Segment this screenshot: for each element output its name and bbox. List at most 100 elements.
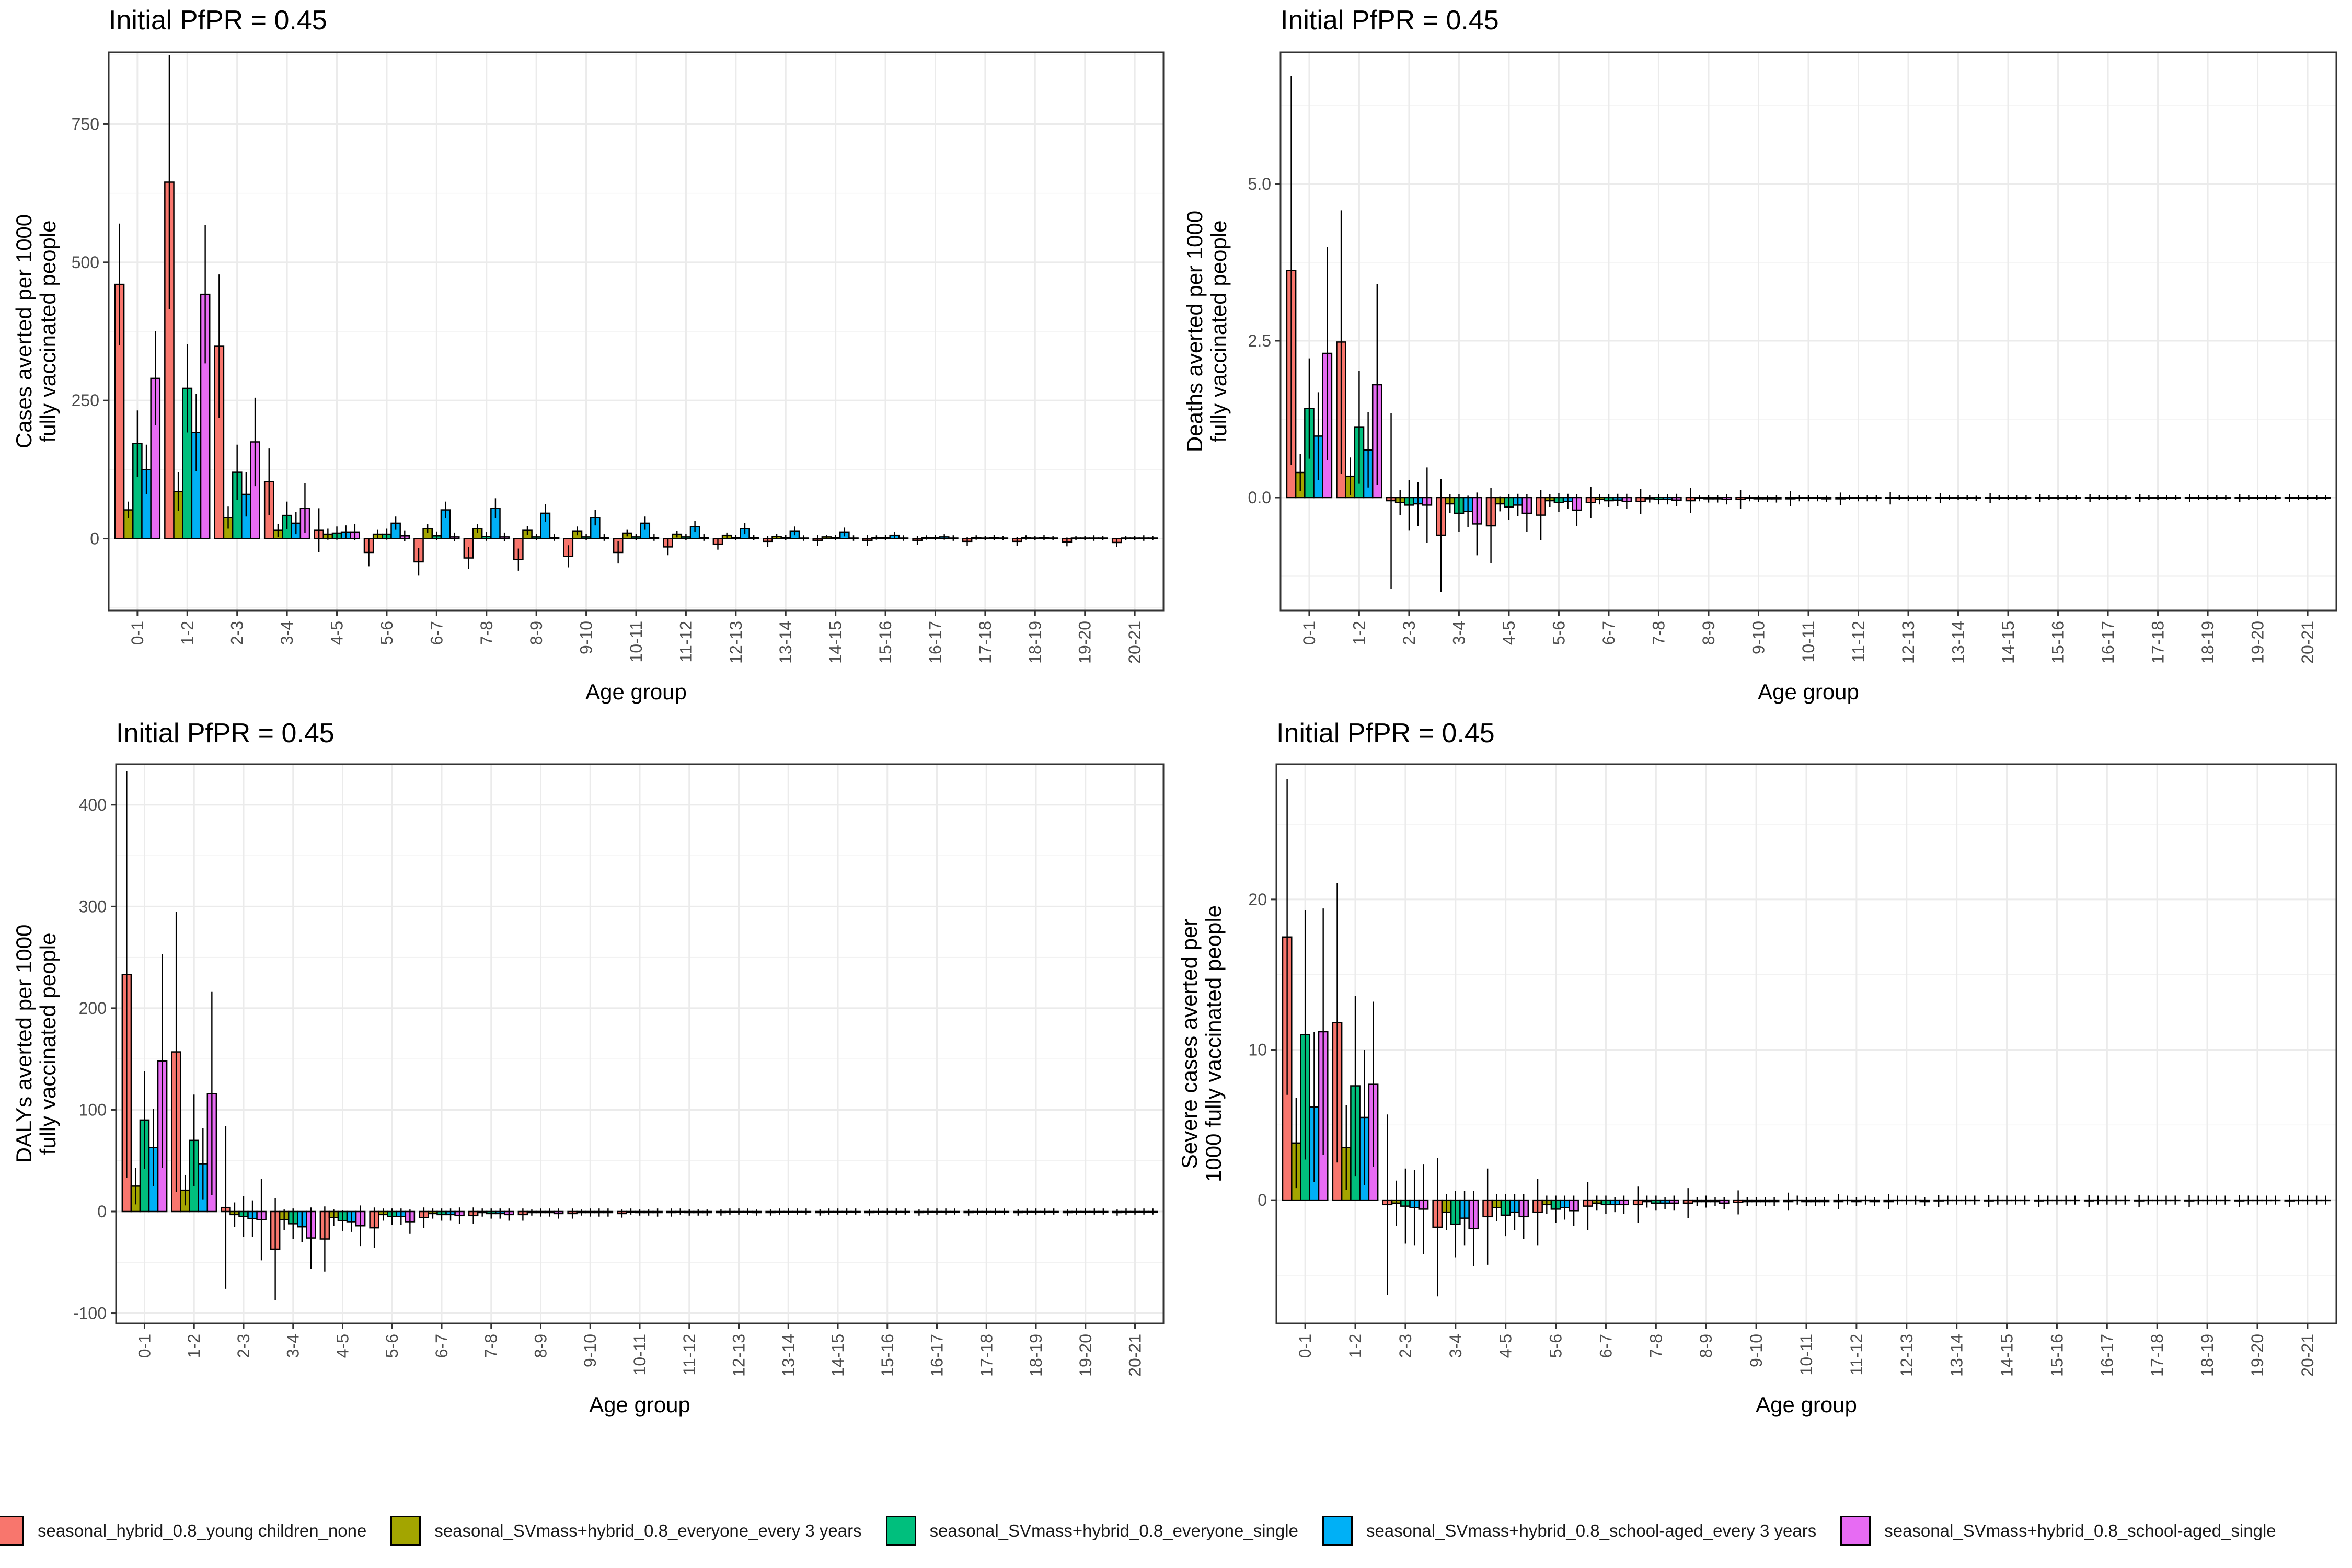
x-tick-label: 2-3 bbox=[234, 1334, 253, 1358]
y-tick-label: 10 bbox=[1248, 1041, 1267, 1059]
x-axis-title: Age group bbox=[589, 1392, 690, 1417]
x-tick-label: 12-13 bbox=[730, 1334, 748, 1377]
x-tick-label: 19-20 bbox=[1076, 1334, 1095, 1377]
x-tick-label: 0-1 bbox=[135, 1334, 154, 1358]
x-tick-label: 16-17 bbox=[2099, 621, 2117, 664]
x-tick-label: 11-12 bbox=[680, 1334, 699, 1375]
legend-key bbox=[0, 1516, 24, 1546]
x-tick-label: 1-2 bbox=[178, 621, 197, 645]
x-tick-label: 16-17 bbox=[926, 621, 944, 664]
chart-title: Initial PfPR = 0.45 bbox=[1276, 718, 1495, 748]
x-tick-label: 1-2 bbox=[185, 1334, 203, 1358]
y-tick-label: 100 bbox=[79, 1100, 107, 1119]
x-tick-label: 7-8 bbox=[482, 1334, 501, 1358]
legend-item: seasonal_SVmass+hybrid_0.8_school-aged_e… bbox=[1322, 1516, 1816, 1546]
x-tick-label: 17-18 bbox=[977, 1334, 996, 1377]
x-tick-label: 14-15 bbox=[826, 621, 845, 664]
y-tick-label: 300 bbox=[79, 897, 107, 916]
x-tick-label: 2-3 bbox=[1400, 621, 1419, 645]
x-tick-label: 18-19 bbox=[2198, 1334, 2217, 1377]
x-tick-label: 6-7 bbox=[1599, 621, 1618, 645]
legend-item: seasonal_hybrid_0.8_young children_none bbox=[0, 1516, 366, 1546]
x-tick-label: 5-6 bbox=[1547, 1334, 1565, 1358]
chart-panel: -100 0 100 200 300 400 0-1 1-2 2-3 3-4 4-5 5-6 6-7 7-… bbox=[11, 718, 1165, 1417]
legend-label: seasonal_SVmass+hybrid_0.8_everyone_sing… bbox=[929, 1521, 1298, 1540]
x-tick-label: 9-10 bbox=[1749, 621, 1768, 654]
x-tick-label: 20-21 bbox=[2298, 1334, 2317, 1377]
x-axis-title: Age group bbox=[1758, 679, 1859, 704]
y-axis-title-line: fully vaccinated people bbox=[1206, 221, 1231, 443]
x-axis-title: Age group bbox=[1756, 1392, 1857, 1417]
y-tick-label: 0 bbox=[97, 1202, 107, 1221]
y-tick-label: 2.5 bbox=[1248, 331, 1271, 350]
x-tick-label: 11-12 bbox=[676, 621, 695, 662]
x-tick-label: 4-5 bbox=[1496, 1334, 1515, 1358]
legend: seasonal_hybrid_0.8_young children_none … bbox=[0, 1516, 2352, 1563]
y-axis-title-line: fully vaccinated people bbox=[36, 221, 60, 443]
x-tick-label: 13-14 bbox=[1949, 621, 1968, 664]
x-tick-label: 12-13 bbox=[1899, 621, 1918, 664]
y-tick-label: 400 bbox=[79, 795, 107, 814]
y-axis-title: Cases averted per 1000fully vaccinated p… bbox=[11, 214, 60, 448]
legend-key bbox=[390, 1516, 421, 1546]
x-tick-label: 1-2 bbox=[1350, 621, 1368, 645]
x-tick-label: 10-11 bbox=[630, 1334, 649, 1375]
x-tick-label: 0-1 bbox=[1300, 621, 1319, 645]
x-tick-label: 7-8 bbox=[1646, 1334, 1665, 1358]
y-axis-title-line: Cases averted per 1000 bbox=[11, 214, 36, 448]
y-tick-label: 20 bbox=[1248, 890, 1267, 909]
x-tick-label: 13-14 bbox=[1947, 1334, 1966, 1377]
x-tick-label: 8-9 bbox=[1697, 1334, 1715, 1358]
legend-key bbox=[1840, 1516, 1871, 1546]
x-tick-label: 11-12 bbox=[1847, 1334, 1866, 1375]
x-tick-label: 18-19 bbox=[2198, 621, 2217, 664]
x-tick-label: 6-7 bbox=[432, 1334, 451, 1358]
x-tick-label: 18-19 bbox=[1025, 621, 1044, 664]
y-tick-label: -100 bbox=[73, 1304, 107, 1323]
x-tick-label: 15-16 bbox=[878, 1334, 897, 1377]
x-tick-label: 4-5 bbox=[1500, 621, 1518, 645]
x-tick-label: 3-4 bbox=[278, 621, 296, 645]
legend-item: seasonal_SVmass+hybrid_0.8_everyone_ever… bbox=[390, 1516, 862, 1546]
x-tick-label: 9-10 bbox=[581, 1334, 599, 1367]
x-tick-label: 2-3 bbox=[228, 621, 247, 645]
x-tick-label: 3-4 bbox=[1446, 1334, 1465, 1358]
legend-key bbox=[1322, 1516, 1353, 1546]
x-tick-label: 17-18 bbox=[976, 621, 995, 664]
x-tick-label: 10-11 bbox=[1799, 621, 1818, 662]
x-tick-label: 16-17 bbox=[2097, 1334, 2116, 1377]
x-tick-label: 0-1 bbox=[1296, 1334, 1315, 1358]
y-axis-title-line: fully vaccinated people bbox=[36, 933, 60, 1155]
x-tick-label: 15-16 bbox=[2047, 1334, 2066, 1377]
x-tick-label: 4-5 bbox=[333, 1334, 352, 1358]
y-axis-title: Deaths averted per 1000fully vaccinated … bbox=[1182, 211, 1231, 452]
x-tick-label: 4-5 bbox=[328, 621, 347, 645]
y-axis-title-line: Deaths averted per 1000 bbox=[1182, 211, 1207, 452]
x-tick-label: 12-13 bbox=[727, 621, 745, 664]
x-tick-label: 14-15 bbox=[828, 1334, 847, 1377]
legend-key bbox=[885, 1516, 916, 1546]
x-tick-label: 0-1 bbox=[128, 621, 147, 645]
x-tick-label: 2-3 bbox=[1396, 1334, 1415, 1358]
x-tick-label: 20-21 bbox=[1125, 621, 1144, 664]
y-tick-label: 250 bbox=[72, 391, 99, 410]
y-axis-title-line: 1000 fully vaccinated people bbox=[1201, 905, 1226, 1182]
y-axis-title: Severe cases averted per1000 fully vacci… bbox=[1177, 905, 1226, 1182]
x-tick-label: 3-4 bbox=[284, 1334, 303, 1358]
x-tick-label: 8-9 bbox=[531, 1334, 550, 1358]
y-tick-label: 5.0 bbox=[1248, 175, 1271, 193]
x-tick-label: 15-16 bbox=[2049, 621, 2068, 664]
x-tick-label: 10-11 bbox=[627, 621, 645, 662]
x-tick-label: 7-8 bbox=[1649, 621, 1668, 645]
x-tick-label: 19-20 bbox=[2248, 1334, 2267, 1377]
x-tick-label: 14-15 bbox=[1999, 621, 2017, 664]
x-tick-label: 13-14 bbox=[779, 1334, 798, 1377]
x-tick-label: 6-7 bbox=[1596, 1334, 1615, 1358]
x-tick-label: 18-19 bbox=[1027, 1334, 1045, 1377]
x-tick-label: 9-10 bbox=[577, 621, 596, 654]
x-tick-label: 5-6 bbox=[377, 621, 396, 645]
y-tick-label: 750 bbox=[72, 114, 99, 133]
x-tick-label: 14-15 bbox=[1998, 1334, 2016, 1377]
x-tick-label: 7-8 bbox=[477, 621, 496, 645]
x-tick-label: 20-21 bbox=[1126, 1334, 1145, 1377]
